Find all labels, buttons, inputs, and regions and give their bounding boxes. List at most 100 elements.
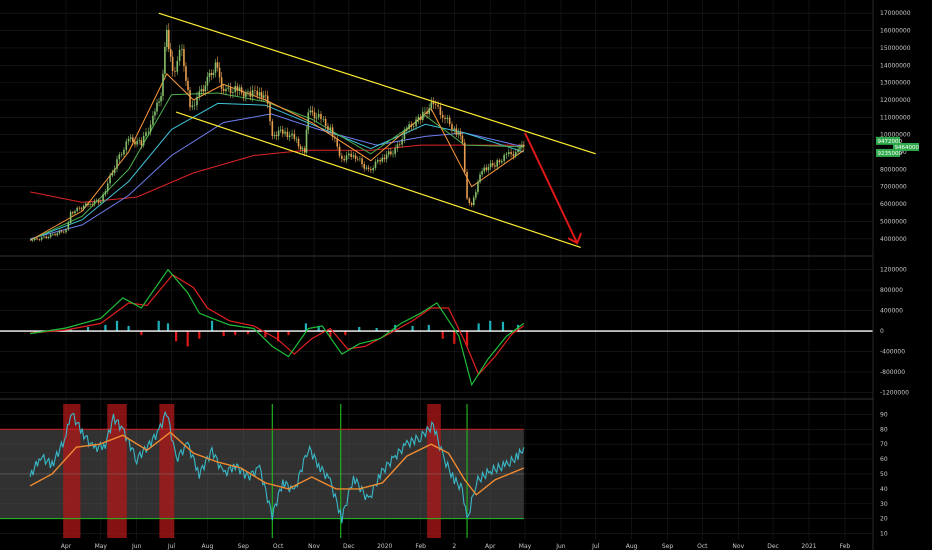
candle-body — [446, 117, 449, 120]
candle-body — [93, 201, 96, 205]
candle-body — [140, 140, 143, 146]
candle-body — [78, 207, 81, 209]
macd-y-tick-label: -400000 — [880, 349, 905, 356]
x-tick-label: Sep — [662, 543, 674, 550]
rsi-moving-average-line — [29, 431, 525, 496]
candle-body — [109, 175, 111, 184]
rsi-y-tick-label: 40 — [880, 486, 888, 493]
candle-body — [80, 208, 83, 210]
candle-body — [60, 231, 63, 232]
candle-body — [383, 157, 386, 160]
forecast-arrow-head — [567, 232, 583, 245]
price-y-tick-label: 4000000 — [880, 236, 907, 243]
candle-body — [147, 131, 150, 133]
candle-body — [275, 135, 278, 137]
price-tag-box — [876, 148, 900, 157]
candle-body — [156, 102, 158, 112]
rsi-panel[interactable] — [0, 404, 525, 538]
candle-body — [517, 149, 519, 153]
candle-body — [38, 239, 41, 240]
price-tag-label: 9472000 — [878, 139, 903, 145]
candle-body — [415, 119, 417, 127]
candle-body — [324, 119, 327, 127]
candle-body — [216, 62, 219, 68]
candle-body — [331, 127, 334, 137]
candle-body — [301, 148, 304, 150]
candle-body — [396, 144, 399, 149]
x-tick-label: Jul — [591, 543, 600, 550]
candle-body — [123, 149, 125, 155]
rsi-y-tick-label: 70 — [880, 441, 888, 448]
candle-body — [286, 131, 289, 138]
rsi-y-tick-label: 60 — [880, 456, 888, 463]
candle-body — [494, 165, 496, 167]
candle-body — [472, 197, 475, 205]
candle-body — [305, 129, 308, 153]
candle-body — [394, 148, 396, 154]
candle-body — [191, 105, 194, 108]
candle-body — [171, 56, 174, 71]
x-tick-label: Apr — [61, 543, 72, 550]
candle-body — [218, 67, 221, 78]
candle-body — [160, 96, 162, 102]
candle-body — [315, 117, 318, 119]
macd-histogram-bar-negative — [198, 331, 201, 339]
candle-body — [31, 240, 34, 241]
candle-body — [403, 130, 406, 140]
macd-panel[interactable] — [0, 268, 873, 387]
candle-body — [266, 95, 269, 104]
candle-body — [99, 201, 102, 203]
candle-body — [309, 110, 312, 113]
rsi-overbought-highlight — [107, 404, 127, 538]
candle-body — [457, 132, 460, 135]
candle-body — [58, 231, 61, 234]
moving-average-line — [30, 144, 524, 203]
candle-body — [152, 115, 154, 125]
candle-body — [118, 154, 121, 160]
price-panel[interactable] — [29, 12, 596, 249]
candle-body — [136, 140, 138, 145]
candle-body — [390, 151, 392, 155]
price-tag-label: 9464000 — [895, 145, 920, 151]
candle-body — [441, 114, 444, 118]
candle-body — [214, 62, 217, 73]
candle-body — [489, 163, 492, 168]
candle-body — [485, 167, 488, 171]
candle-body — [202, 89, 205, 92]
price-y-tick-label: 14000000 — [880, 62, 911, 69]
channel-lower-line — [175, 111, 581, 249]
candle-body — [169, 49, 172, 57]
candle-body — [496, 160, 498, 167]
x-tick-label: May — [519, 543, 532, 550]
candle-body — [419, 116, 422, 120]
macd-histogram-bar-positive — [427, 324, 430, 332]
candle-body — [307, 112, 310, 130]
candle-body — [220, 77, 223, 89]
candle-body — [481, 171, 483, 175]
x-tick-label: Feb — [840, 543, 851, 550]
candle-body — [145, 132, 147, 137]
macd-histogram-bar-negative — [465, 331, 469, 347]
rsi-overbought-highlight — [427, 404, 441, 538]
rsi-y-tick-label: 10 — [880, 531, 888, 538]
candle-body — [370, 168, 372, 171]
candle-body — [212, 72, 215, 75]
macd-histogram-bar-negative — [175, 331, 178, 342]
candle-body — [479, 174, 481, 183]
candle-body — [501, 160, 503, 163]
candle-body — [345, 155, 348, 161]
candle-body — [102, 194, 104, 202]
candle-body — [167, 29, 170, 50]
candle-body — [154, 111, 156, 116]
macd-histogram-bar-negative — [441, 331, 444, 339]
x-tick-label: Jun — [131, 543, 142, 550]
macd-histogram-bar-negative — [33, 331, 36, 333]
candle-body — [204, 85, 207, 92]
macd-histogram-bar-positive — [477, 323, 480, 332]
candle-body — [162, 73, 164, 97]
price-y-tick-label: 13000000 — [880, 80, 911, 87]
x-tick-label: Feb — [415, 543, 426, 550]
candle-body — [229, 87, 232, 94]
